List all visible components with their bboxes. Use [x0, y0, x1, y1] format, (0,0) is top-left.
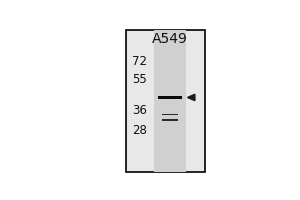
Polygon shape — [188, 94, 195, 101]
Text: 28: 28 — [132, 124, 147, 137]
Text: 36: 36 — [132, 104, 147, 117]
Text: 72: 72 — [132, 55, 147, 68]
Bar — [163, 114, 178, 115]
Text: A549: A549 — [152, 32, 188, 46]
Text: 55: 55 — [132, 73, 147, 86]
Bar — [154, 30, 186, 172]
Bar — [163, 119, 178, 121]
Bar — [126, 30, 205, 172]
Bar — [158, 96, 182, 99]
